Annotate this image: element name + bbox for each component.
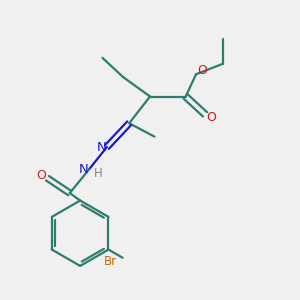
Text: O: O [198, 64, 208, 77]
Text: N: N [97, 140, 106, 154]
Text: Br: Br [104, 255, 117, 268]
Text: N: N [79, 163, 88, 176]
Text: H: H [94, 167, 102, 180]
Text: O: O [207, 111, 217, 124]
Text: O: O [36, 169, 46, 182]
